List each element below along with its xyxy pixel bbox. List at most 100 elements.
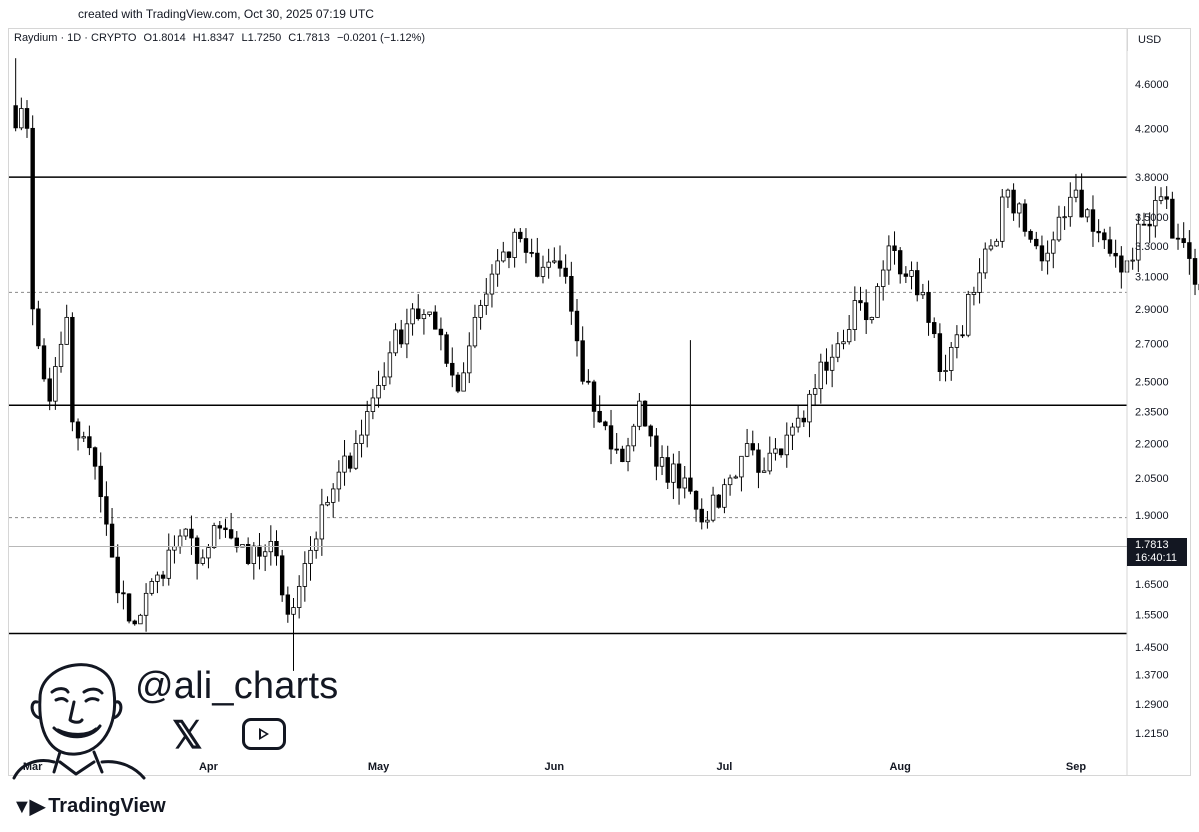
candle-down	[399, 329, 404, 345]
candle-up	[138, 614, 143, 625]
candle-up	[812, 388, 818, 395]
price-tick-label: 2.5000	[1135, 376, 1169, 388]
candle-down	[1079, 189, 1084, 218]
candle-down	[228, 529, 234, 539]
candle-up	[1153, 200, 1158, 227]
time-axis: MarAprMayJunJulAugSepOctNovDec	[23, 761, 1086, 773]
price-tick-label: 2.3500	[1135, 406, 1169, 418]
candle-up	[177, 535, 183, 548]
candle-up	[852, 300, 858, 330]
candle-down	[569, 275, 574, 312]
candle-up	[767, 452, 772, 472]
candle-down	[109, 523, 115, 558]
candle-up	[342, 455, 347, 473]
candle-up	[552, 260, 557, 263]
candle-up	[19, 108, 24, 129]
candle-down	[642, 400, 648, 427]
candle-up	[807, 393, 812, 423]
candle-up	[1005, 189, 1011, 198]
candle-up	[1000, 196, 1005, 242]
candle-down	[416, 308, 421, 320]
candle-down	[30, 127, 35, 310]
candle-up	[631, 425, 636, 447]
candle-up	[1085, 209, 1090, 218]
candle-down	[132, 620, 137, 625]
candle-down	[518, 231, 523, 239]
candle-down	[41, 345, 47, 380]
candle-up	[308, 549, 313, 564]
candle-up	[546, 261, 551, 268]
candle-down	[603, 421, 608, 427]
candle-up	[81, 436, 86, 439]
candle-down	[1119, 255, 1124, 273]
candle-up	[773, 448, 778, 454]
candle-down	[586, 380, 591, 383]
candle-up	[53, 366, 58, 402]
candle-up	[461, 372, 466, 392]
last-price-tag: 1.7813 16:40:11	[1127, 538, 1187, 566]
candle-up	[512, 231, 517, 258]
candle-up	[835, 343, 841, 358]
candle-up	[302, 563, 308, 587]
candle-up	[376, 384, 381, 399]
candle-up	[427, 311, 432, 315]
candle-down	[1034, 238, 1039, 247]
candle-up	[994, 240, 999, 247]
candle-down	[189, 528, 194, 539]
candle-down	[1039, 245, 1045, 262]
candle-down	[858, 300, 863, 304]
candle-down	[24, 108, 30, 129]
candle-down	[455, 374, 461, 392]
candle-down	[75, 421, 81, 439]
candle-up	[977, 272, 982, 293]
candle-up	[296, 585, 302, 608]
candle-up	[886, 245, 892, 271]
time-tick-label: Sep	[1066, 761, 1086, 773]
candle-up	[421, 314, 427, 320]
price-tick-label: 3.3000	[1135, 241, 1169, 253]
candle-up	[336, 471, 342, 490]
symbol-label[interactable]: Raydium · 1D · CRYPTO	[14, 32, 137, 44]
candle-down	[1141, 223, 1147, 226]
candle-down	[926, 291, 931, 323]
candle-down	[1181, 238, 1186, 244]
candle-down	[716, 494, 721, 508]
candle-down	[1022, 203, 1028, 232]
tradingview-brand[interactable]: ▼▶ TradingView	[12, 794, 166, 819]
high-value: H1.8347	[192, 32, 235, 44]
candle-up	[172, 546, 177, 551]
candle-down	[126, 593, 132, 622]
close-value: C1.7813	[288, 32, 330, 44]
candle-down	[1011, 189, 1016, 214]
candle-up	[1045, 252, 1050, 262]
price-tick-label: 4.2000	[1135, 123, 1169, 135]
candle-down	[529, 252, 534, 254]
price-tick-label: 1.9000	[1135, 510, 1169, 522]
candle-up	[240, 544, 245, 548]
candle-up	[467, 345, 472, 374]
candle-down	[591, 381, 597, 412]
candle-down	[245, 544, 251, 564]
avatar-illustration	[12, 663, 146, 780]
candle-up	[1130, 259, 1135, 262]
candle-down	[960, 334, 965, 337]
candle-up	[330, 488, 336, 503]
price-tick-label: 2.7000	[1135, 339, 1169, 351]
candle-up	[251, 545, 257, 564]
candle-down	[1090, 209, 1096, 232]
candle-up	[909, 270, 914, 277]
candle-up	[971, 291, 977, 295]
candle-up	[727, 477, 733, 486]
candle-up	[722, 484, 727, 508]
candle-down	[648, 425, 653, 437]
price-tick-label: 2.0500	[1135, 473, 1169, 485]
candle-down	[750, 443, 755, 451]
candle-down	[279, 555, 285, 596]
candle-up	[319, 504, 325, 540]
candle-up	[983, 248, 988, 274]
candle-up	[1062, 216, 1067, 219]
candle-up	[705, 519, 710, 523]
candle-up	[155, 574, 160, 582]
candle-up	[1073, 189, 1079, 198]
